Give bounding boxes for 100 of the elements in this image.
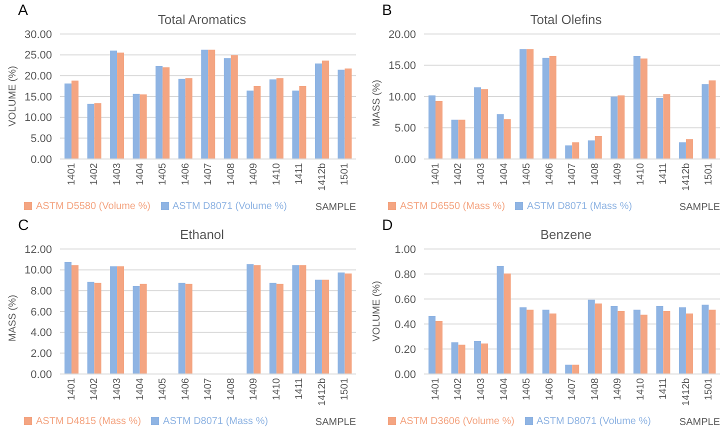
bar — [458, 120, 466, 159]
bar — [185, 284, 192, 374]
bar — [656, 98, 664, 159]
y-axis-title: VOLUME (%) — [372, 280, 383, 342]
bar — [132, 94, 140, 159]
x-tick-label: 1402 — [453, 378, 464, 400]
bar — [504, 274, 511, 374]
bar — [94, 103, 102, 159]
bar — [269, 79, 276, 159]
bar — [594, 136, 602, 159]
x-tick-label: 1408 — [590, 378, 601, 400]
x-tick-label: 1409 — [248, 162, 260, 186]
x-tick-label: 1404 — [134, 162, 146, 186]
y-tick-label: 0.00 — [394, 154, 416, 166]
bar — [185, 78, 192, 159]
chart-title: Ethanol — [178, 227, 226, 242]
y-tick-label: 10.00 — [388, 91, 416, 104]
bar — [436, 101, 443, 159]
x-tick-label: 1409 — [612, 378, 624, 400]
bar — [162, 67, 170, 159]
bar — [436, 321, 443, 374]
x-tick-label: 1401 — [66, 378, 78, 400]
x-tick-label: 1410 — [635, 378, 646, 400]
x-tick-label: 1410 — [271, 162, 282, 186]
x-tick-label: 1410 — [635, 162, 646, 186]
bar — [678, 142, 686, 159]
x-tick-label: 1404 — [498, 378, 510, 400]
x-tick-label: 1405 — [158, 162, 169, 186]
bar — [110, 266, 118, 374]
bar — [481, 89, 488, 159]
bar — [549, 56, 556, 159]
x-tick-label: 1405 — [158, 378, 169, 400]
bar — [520, 307, 527, 374]
legend-label: ASTM D8071 (Mass %) — [163, 416, 268, 427]
x-tick-label: 1403 — [112, 162, 124, 186]
x-tick-label: 1403 — [476, 378, 488, 400]
chart-title: Total Olefins — [529, 12, 603, 27]
y-tick-label: 6.00 — [30, 306, 52, 318]
legend-label: ASTM D5580 (Volume %) — [36, 201, 150, 212]
bar — [588, 300, 595, 374]
x-tick-label: 1402 — [89, 162, 100, 186]
bar — [496, 266, 504, 374]
y-tick-label: 0.00 — [30, 368, 52, 381]
x-tick-label: 1501 — [704, 162, 715, 186]
x-tick-label: 1411 — [294, 378, 306, 400]
bar — [72, 80, 79, 159]
bar — [708, 80, 716, 159]
x-tick-label: 1411 — [658, 378, 670, 400]
x-tick-label: 1501 — [340, 162, 351, 186]
bar — [64, 84, 72, 159]
x-tick-label: 1407 — [203, 378, 214, 400]
bar — [292, 90, 300, 159]
bar — [451, 120, 458, 159]
bar — [686, 139, 693, 159]
text: B — [382, 2, 392, 19]
y-tick-label: 0.80 — [394, 268, 416, 281]
bar — [292, 265, 300, 374]
y-axis-title: VOLUME (%) — [8, 66, 19, 126]
y-tick-label: 25.00 — [24, 50, 52, 62]
x-tick-label: 1407 — [567, 378, 578, 400]
bar — [526, 49, 534, 159]
legend-label: ASTM D4815 (Mass %) — [36, 416, 142, 427]
y-tick-label: 0.20 — [394, 344, 416, 356]
bar — [702, 84, 709, 159]
bar — [276, 284, 284, 374]
x-axis-title: SAMPLE — [679, 202, 720, 213]
bar — [224, 58, 231, 159]
x-tick-label: 1412b — [316, 162, 328, 191]
x-tick-label: 1407 — [203, 162, 214, 186]
bar — [132, 286, 140, 374]
legend-label: ASTM D8071 (Mass %) — [527, 201, 632, 212]
bar — [588, 140, 595, 159]
bar — [246, 264, 254, 374]
x-tick-label: 1404 — [134, 378, 146, 400]
y-tick-label: 15.00 — [388, 60, 416, 72]
bar — [87, 104, 94, 159]
bar — [314, 280, 322, 374]
x-tick-label: 1411 — [294, 162, 306, 185]
text: C — [18, 217, 29, 234]
bar — [72, 265, 79, 374]
x-tick-label: 1501 — [340, 378, 351, 400]
bar — [640, 58, 648, 159]
legend-label: ASTM D8071 (Volume %) — [536, 416, 651, 427]
bar — [656, 306, 664, 374]
x-tick-label: 1403 — [476, 162, 488, 186]
y-tick-label: 0.60 — [394, 294, 416, 306]
x-tick-label: 1409 — [612, 162, 624, 186]
bar — [618, 311, 625, 374]
y-tick-label: 10.00 — [24, 112, 52, 124]
bar — [140, 284, 147, 374]
bar — [565, 145, 572, 159]
x-tick-label: 1406 — [180, 378, 192, 400]
x-tick-label: 1401 — [430, 162, 442, 186]
text: D — [382, 217, 393, 234]
bar — [481, 344, 488, 374]
bar — [572, 142, 580, 159]
bar — [156, 66, 163, 159]
bar — [87, 282, 94, 374]
bar — [64, 262, 72, 374]
x-tick-label: 1405 — [522, 162, 533, 186]
